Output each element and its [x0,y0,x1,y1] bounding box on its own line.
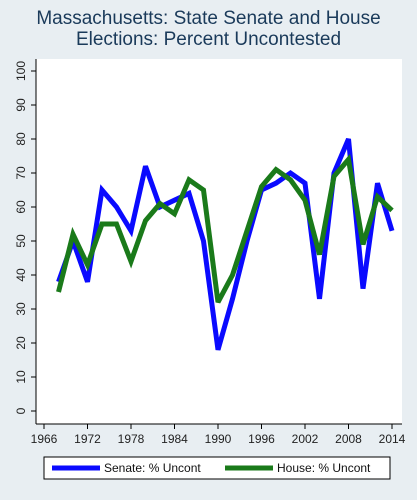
y-tick-label: 80 [14,132,28,146]
plot-area [36,59,402,424]
y-tick-label: 30 [14,302,28,316]
x-tick-label: 2008 [335,432,362,446]
x-tick-label: 1978 [118,432,145,446]
y-tick-label: 10 [14,370,28,384]
chart-title-line-2: Elections: Percent Uncontested [75,29,342,50]
y-tick-label: 100 [14,61,28,81]
y-tick-label: 60 [14,200,28,214]
chart-title: Massachusetts: State Senate and House El… [0,8,417,50]
axes: 0 10 20 30 40 50 60 70 80 90 100 1966 1972 1978 1984 19… [14,59,406,446]
x-tick-label: 1972 [74,432,101,446]
y-tick-label: 40 [14,268,28,282]
y-tick-label: 50 [14,234,28,248]
x-tick-label: 2002 [292,432,319,446]
y-tick-label: 90 [14,98,28,112]
x-tick-label: 1996 [248,432,275,446]
series-line-house [56,153,394,304]
y-tick-label: 0 [14,407,28,414]
series-line-senate [56,138,395,351]
x-tick-label: 2014 [379,432,406,446]
legend-label: House: % Uncont [277,461,371,475]
chart-title-line-1: Massachusetts: State Senate and House [36,8,381,29]
y-tick-label: 20 [14,336,28,350]
legend-label: Senate: % Uncont [104,461,201,475]
x-tick-label: 1990 [205,432,232,446]
legend-box [43,456,391,480]
series-layer [56,138,395,351]
x-tick-label: 1984 [161,432,188,446]
y-tick-label: 70 [14,166,28,180]
x-tick-label: 1966 [31,432,58,446]
legend: Senate: % Uncont House: % Uncont [52,461,371,475]
